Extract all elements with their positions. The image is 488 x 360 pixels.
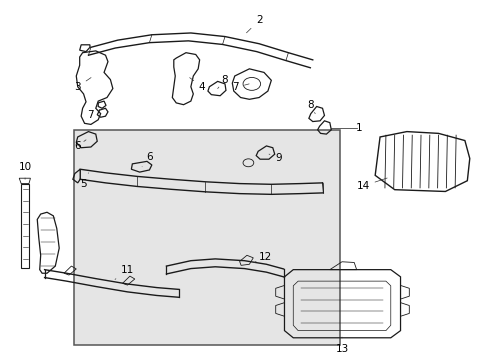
Text: 2: 2 [246, 15, 262, 33]
Text: 14: 14 [356, 178, 386, 191]
Text: 1: 1 [355, 123, 362, 133]
Text: 7: 7 [232, 82, 248, 93]
Text: 9: 9 [268, 153, 282, 163]
Text: 6: 6 [142, 152, 152, 167]
Text: 5: 5 [80, 173, 88, 189]
Text: 8: 8 [306, 100, 315, 114]
Text: 11: 11 [115, 265, 134, 279]
Text: 12: 12 [254, 252, 271, 262]
Text: 10: 10 [19, 162, 32, 179]
Text: 7: 7 [86, 110, 100, 121]
Text: 6: 6 [74, 140, 86, 151]
Text: 13: 13 [335, 337, 348, 354]
Text: 4: 4 [189, 78, 205, 92]
Text: 8: 8 [217, 75, 228, 89]
Text: 3: 3 [74, 78, 91, 92]
Bar [74, 130, 339, 345]
